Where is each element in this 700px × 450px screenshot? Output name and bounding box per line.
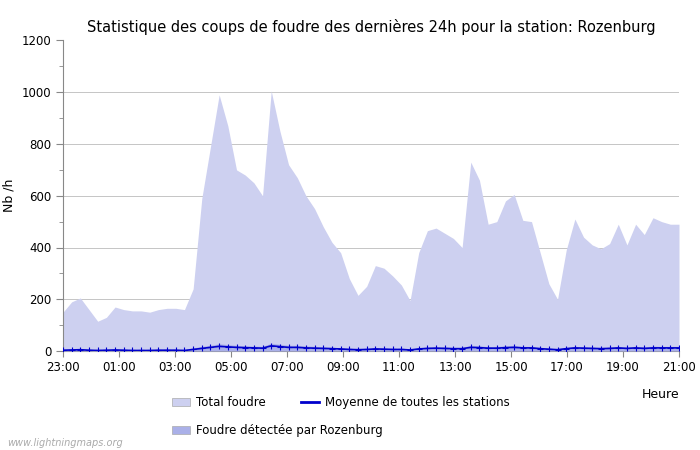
Legend: Foudre détectée par Rozenburg: Foudre détectée par Rozenburg	[168, 419, 388, 442]
Text: Heure: Heure	[641, 388, 679, 401]
Y-axis label: Nb /h: Nb /h	[3, 179, 16, 212]
Title: Statistique des coups de foudre des dernières 24h pour la station: Rozenburg: Statistique des coups de foudre des dern…	[87, 19, 655, 35]
Text: www.lightningmaps.org: www.lightningmaps.org	[7, 438, 122, 448]
